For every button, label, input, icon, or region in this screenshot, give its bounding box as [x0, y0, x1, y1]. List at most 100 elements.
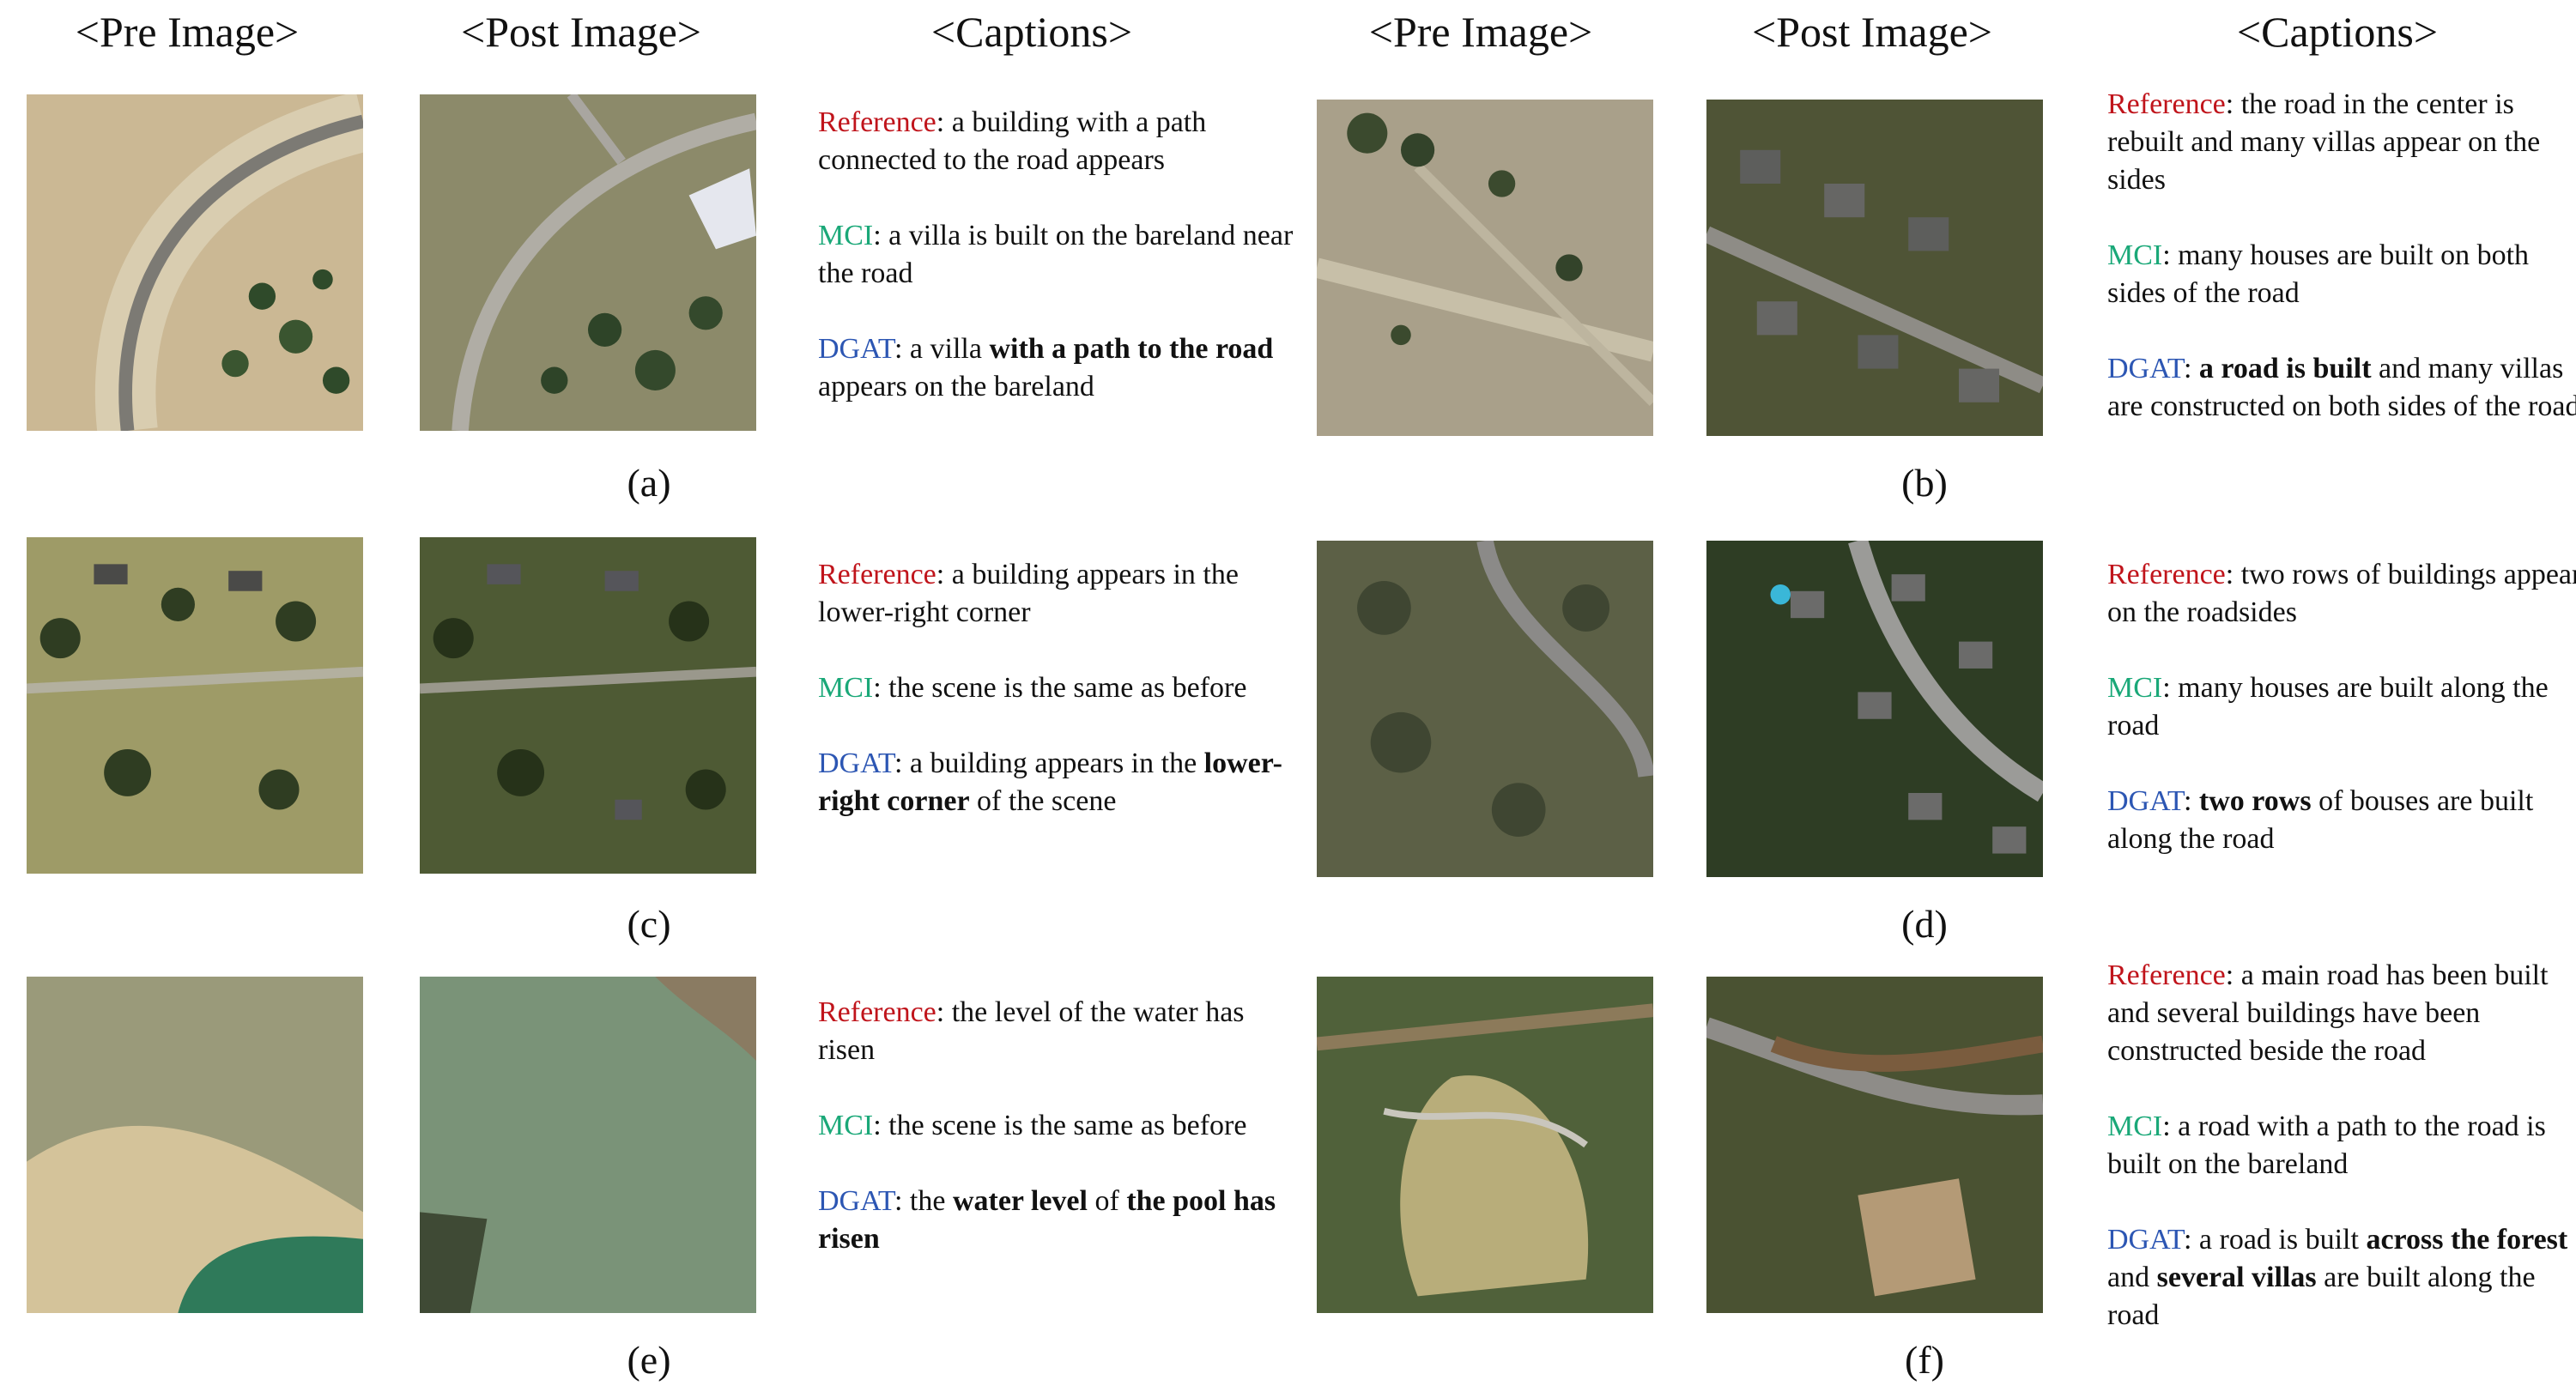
dgat-plain-text: : the — [894, 1185, 953, 1217]
dgat-highlight-text: several villas — [2156, 1262, 2317, 1293]
dgat-highlight-text: two rows — [2198, 785, 2312, 817]
dgat-caption-a: DGAT: a villa with a path to the road ap… — [818, 330, 1299, 406]
dgat-plain-text: of bouses are built along the road — [2107, 785, 2534, 855]
reference-term: Reference — [2107, 959, 2226, 991]
post-image-c — [420, 537, 756, 874]
mci-term: MCI — [818, 220, 874, 251]
reference-term: Reference — [818, 996, 936, 1028]
dgat-caption-f: DGAT: a road is built across the forest … — [2107, 1221, 2576, 1334]
pre-image-e — [27, 977, 363, 1313]
reference-text: : the road in the center is rebuilt and … — [2107, 88, 2541, 196]
dgat-highlight-text: across the forest — [2366, 1224, 2568, 1256]
dgat-highlight-text: lower-right corner — [818, 747, 1282, 817]
dgat-caption-b: DGAT: a road is built and many villas ar… — [2107, 350, 2576, 426]
dgat-term: DGAT — [818, 1185, 894, 1217]
mci-text: : the scene is the same as before — [873, 1110, 1247, 1141]
reference-term: Reference — [2107, 559, 2226, 590]
mci-text: : a road with a path to the road is buil… — [2107, 1111, 2546, 1180]
dgat-plain-text: : — [2183, 785, 2199, 817]
dgat-text: : a road is built and many villas are co… — [2107, 353, 2576, 422]
caption-block-a: Reference: a building with a path connec… — [818, 104, 1299, 444]
caption-block-b: Reference: the road in the center is reb… — [2107, 86, 2576, 463]
reference-caption-e: Reference: the level of the water has ri… — [818, 994, 1299, 1069]
mci-text: : the scene is the same as before — [873, 672, 1247, 704]
pre-image-b — [1317, 100, 1653, 436]
caption-block-f: Reference: a main road has been built an… — [2107, 957, 2576, 1372]
mci-text: : many houses are built on both sides of… — [2107, 239, 2530, 309]
reference-term: Reference — [2107, 88, 2226, 120]
dgat-plain-text: : a road is built — [2183, 1224, 2367, 1256]
dgat-plain-text: appears on the bareland — [818, 371, 1094, 402]
dgat-highlight-text: the pool has risen — [818, 1185, 1276, 1255]
dgat-term: DGAT — [2107, 785, 2184, 817]
mci-caption-d: MCI: many houses are built along the roa… — [2107, 669, 2576, 745]
mci-term: MCI — [2107, 239, 2163, 271]
panel-label-c: (c) — [627, 902, 671, 946]
post-image-e — [420, 977, 756, 1313]
pre-image-f — [1317, 977, 1653, 1313]
dgat-term: DGAT — [2107, 1224, 2184, 1256]
dgat-plain-text: and many villas are constructed on both … — [2107, 353, 2576, 422]
caption-block-e: Reference: the level of the water has ri… — [818, 994, 1299, 1296]
mci-caption-a: MCI: a villa is built on the bareland ne… — [818, 217, 1299, 293]
pre-image-d — [1317, 541, 1653, 877]
mci-text: : many houses are built along the road — [2107, 672, 2549, 741]
panel-label-a: (a) — [627, 461, 671, 505]
reference-caption-a: Reference: a building with a path connec… — [818, 104, 1299, 179]
mci-term: MCI — [818, 672, 874, 704]
mci-term: MCI — [2107, 672, 2163, 704]
post-image-f — [1706, 977, 2043, 1313]
dgat-caption-e: DGAT: the water level of the pool has ri… — [818, 1183, 1299, 1258]
reference-text: : the level of the water has risen — [818, 996, 1245, 1066]
reference-text: : a main road has been built and several… — [2107, 959, 2549, 1067]
panel-label-d: (d) — [1901, 902, 1948, 946]
post-image-a — [420, 94, 756, 431]
dgat-term: DGAT — [818, 333, 894, 365]
dgat-highlight-text: water level — [952, 1185, 1088, 1217]
reference-caption-f: Reference: a main road has been built an… — [2107, 957, 2576, 1070]
mci-caption-c: MCI: the scene is the same as before — [818, 669, 1299, 707]
caption-block-c: Reference: a building appears in the low… — [818, 556, 1299, 858]
mci-term: MCI — [818, 1110, 874, 1141]
dgat-text: : a road is built across the forest and … — [2107, 1224, 2567, 1331]
reference-text: : a building with a path connected to th… — [818, 106, 1207, 176]
dgat-plain-text: of the scene — [969, 785, 1117, 817]
reference-caption-d: Reference: two rows of buildings appear … — [2107, 556, 2576, 632]
mci-caption-b: MCI: many houses are built on both sides… — [2107, 237, 2576, 312]
post-image-d — [1706, 541, 2043, 877]
dgat-term: DGAT — [2107, 353, 2184, 384]
caption-block-d: Reference: two rows of buildings appear … — [2107, 556, 2576, 896]
reference-term: Reference — [818, 559, 936, 590]
reference-caption-c: Reference: a building appears in the low… — [818, 556, 1299, 632]
header-pre-image-right: <Pre Image> — [1368, 8, 1593, 56]
reference-text: : two rows of buildings appear on the ro… — [2107, 559, 2576, 628]
header-post-image-right: <Post Image> — [1752, 8, 1992, 56]
mci-caption-f: MCI: a road with a path to the road is b… — [2107, 1108, 2576, 1183]
mci-term: MCI — [2107, 1111, 2163, 1142]
reference-text: : a building appears in the lower-right … — [818, 559, 1239, 628]
dgat-text: : the water level of the pool has risen — [818, 1185, 1276, 1255]
dgat-plain-text: of — [1087, 1185, 1127, 1217]
mci-text: : a villa is built on the bareland near … — [818, 220, 1294, 289]
dgat-plain-text: and — [2107, 1262, 2157, 1293]
pre-image-a — [27, 94, 363, 431]
panel-label-b: (b) — [1901, 461, 1948, 505]
dgat-text: : a villa with a path to the road appear… — [818, 333, 1273, 402]
dgat-term: DGAT — [818, 747, 894, 779]
dgat-caption-c: DGAT: a building appears in the lower-ri… — [818, 745, 1299, 820]
header-captions-left: <Captions> — [930, 8, 1133, 56]
panel-label-e: (e) — [627, 1338, 671, 1382]
dgat-plain-text: : a building appears in the — [894, 747, 1204, 779]
reference-term: Reference — [818, 106, 936, 138]
panel-label-f: (f) — [1905, 1338, 1944, 1382]
reference-caption-b: Reference: the road in the center is reb… — [2107, 86, 2576, 199]
post-image-b — [1706, 100, 2043, 436]
header-pre-image-left: <Pre Image> — [75, 8, 300, 56]
dgat-highlight-text: a road is built — [2198, 353, 2372, 384]
header-post-image-left: <Post Image> — [461, 8, 701, 56]
dgat-caption-d: DGAT: two rows of bouses are built along… — [2107, 783, 2576, 858]
dgat-text: : two rows of bouses are built along the… — [2107, 785, 2533, 855]
dgat-plain-text: : — [2183, 353, 2199, 384]
dgat-plain-text: are built along the road — [2107, 1262, 2536, 1331]
pre-image-c — [27, 537, 363, 874]
